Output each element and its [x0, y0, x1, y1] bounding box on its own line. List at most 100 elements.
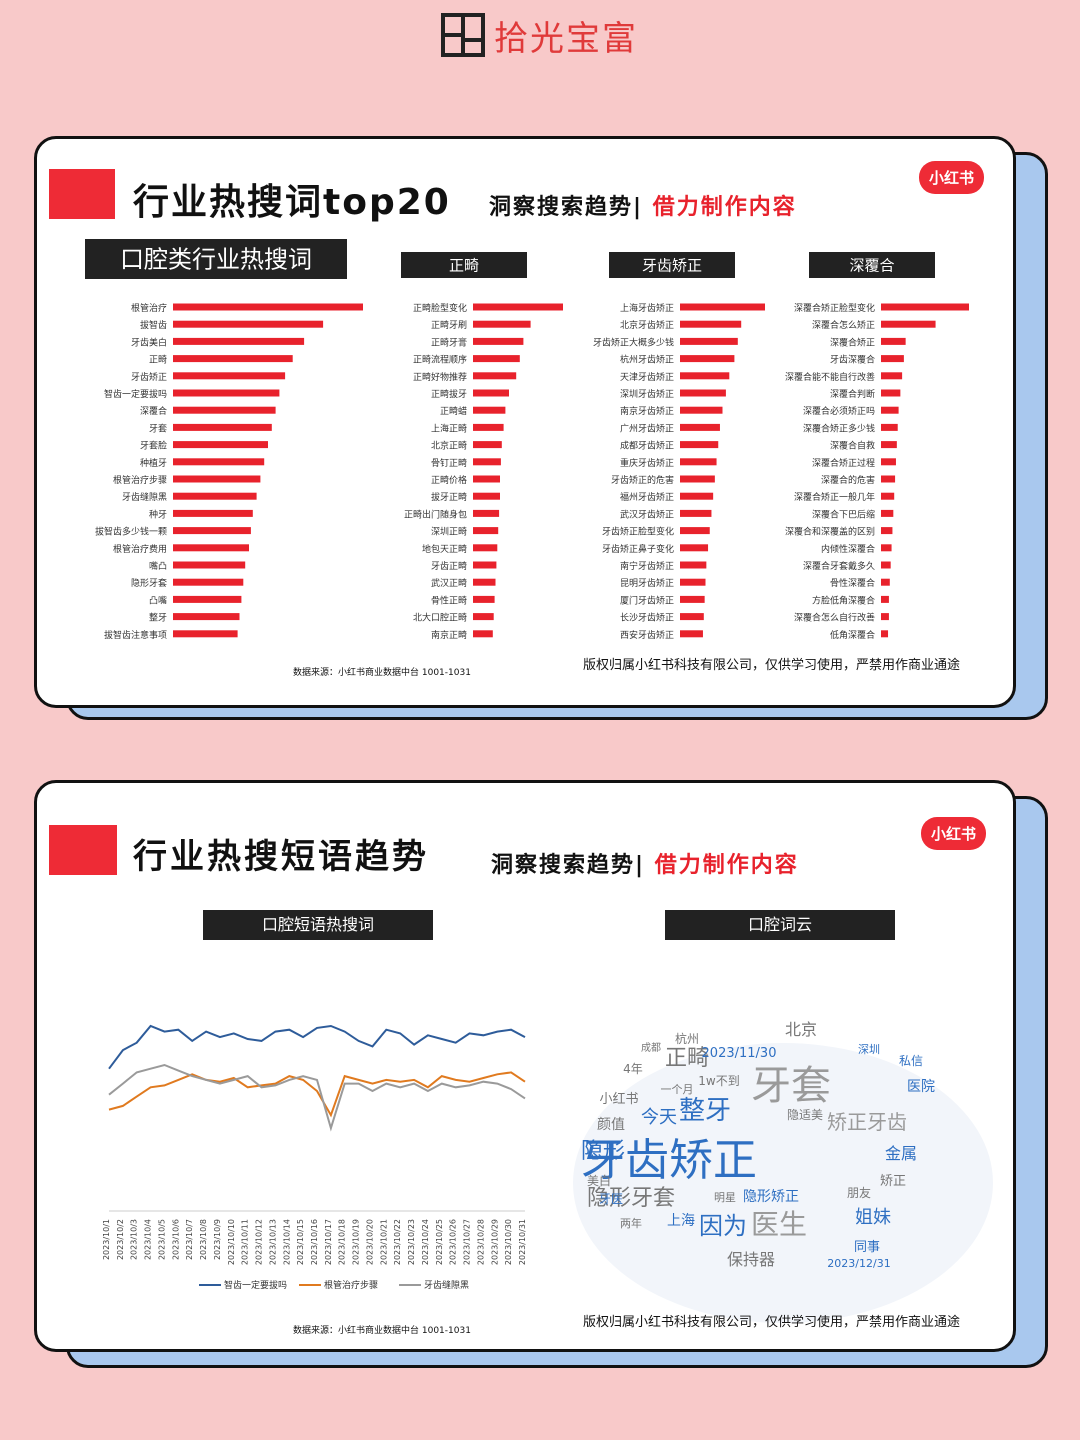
cloud-word: 因为 [699, 1212, 747, 1240]
bar [173, 423, 272, 431]
legend-label-1: 根管治疗步骤 [324, 1279, 378, 1291]
bar-label: 福州牙齿矫正 [620, 491, 674, 503]
cloud-word: 牙套 [751, 1063, 831, 1109]
bar [173, 303, 363, 311]
bar-label: 深覆合矫正过程 [812, 457, 875, 469]
bar [473, 406, 506, 414]
bar [173, 355, 293, 363]
cloud-word: 隐形牙套 [587, 1186, 675, 1211]
bar [173, 561, 246, 569]
cloud-word: 保持器 [727, 1250, 775, 1269]
bar-label: 深覆合 [140, 405, 167, 417]
bar-label: 正畸价格 [431, 474, 467, 486]
bar [680, 372, 730, 380]
bar [473, 389, 509, 397]
bar-label: 深覆合怎么矫正 [812, 319, 875, 331]
bar [881, 561, 891, 569]
cloud-word: 隐形矫正 [743, 1189, 799, 1205]
bar [881, 389, 901, 397]
bar [173, 337, 305, 345]
line-plot: 2023/10/1 2023/10/2 2023/10/3 2023/10/4 2023… [102, 1024, 527, 1291]
card2-data-source: 数据来源：小红书商业数据中台 1001-1031 [293, 1326, 471, 1336]
bar [173, 630, 238, 638]
x-tick-label: 2023/10/10 [227, 1219, 236, 1265]
wordcloud-label: 口腔词云 [665, 910, 895, 940]
bar [680, 578, 706, 586]
bar-label: 整牙 [149, 612, 167, 624]
bar-label: 凸嘴 [149, 595, 167, 606]
bar-panel-title-bg [85, 239, 347, 279]
bar-label: 正畸牙膏 [431, 336, 467, 348]
x-tick-label: 2023/10/31 [518, 1219, 527, 1265]
card1-subtitle-b: 借力制作内容 [652, 195, 797, 220]
cloud-word: 颜值 [597, 1117, 625, 1133]
bar-label: 杭州牙齿矫正 [620, 354, 674, 366]
cloud-word: 今天 [641, 1107, 677, 1128]
logo-mark-icon [440, 12, 486, 58]
bar [680, 509, 712, 517]
bar-label: 深覆合的危害 [821, 474, 875, 486]
bar [473, 320, 531, 328]
bar [473, 423, 504, 431]
card2-subtitle: 洞察搜索趋势| 借力制作内容 [491, 847, 799, 879]
bar [473, 630, 493, 638]
x-tick-label: 2023/10/7 [185, 1219, 194, 1260]
bar-label: 深覆合牙套戴多久 [803, 560, 875, 572]
bar [881, 406, 899, 414]
card1-data-source: 数据来源：小红书商业数据中台 1001-1031 [293, 668, 471, 678]
cloud-word: 整牙 [679, 1096, 731, 1126]
bar-label: 深覆合判断 [830, 388, 875, 400]
bar-label: 拔智齿注意事项 [104, 629, 167, 641]
x-tick-label: 2023/10/26 [449, 1219, 458, 1265]
bar-label: 正畸出门随身包 [404, 508, 467, 520]
card2-line-chart: 2023/10/1 2023/10/2 2023/10/3 2023/10/4 2023… [102, 1020, 993, 1323]
bar [473, 337, 524, 345]
x-tick-label: 2023/10/8 [199, 1219, 208, 1260]
bar-label: 深覆合必须矫正吗 [803, 405, 875, 417]
bar-label: 根管治疗步骤 [113, 474, 167, 486]
bar [680, 544, 709, 552]
bar-label: 内倾性深覆合 [821, 543, 875, 555]
bar-label: 方脸低角深覆合 [812, 594, 875, 606]
bar [173, 527, 251, 535]
bar-panel-title-bg [609, 252, 735, 278]
bar-label: 南京牙齿矫正 [620, 405, 674, 417]
bar-label: 天津牙齿矫正 [620, 371, 674, 383]
cloud-word: 牙医 [599, 1192, 623, 1206]
bar-panel-0: 口腔类行业热搜词根管治疗拔智齿牙齿美白正畸牙齿矫正智齿一定要拔吗深覆合牙套牙套脸… [85, 239, 363, 641]
bar [473, 458, 501, 466]
cloud-word: 北京 [785, 1020, 817, 1039]
bar-label: 低角深覆合 [830, 629, 875, 641]
bar-label: 骨钉正畸 [431, 457, 467, 469]
bar [881, 492, 895, 500]
bar-label: 地包天正畸 [422, 543, 467, 555]
x-tick-label: 2023/10/21 [379, 1219, 388, 1265]
bar [173, 544, 249, 552]
card1-subtitle: 洞察搜索趋势| 借力制作内容 [489, 189, 797, 221]
bar [881, 509, 894, 517]
bar [473, 355, 520, 363]
bar [173, 613, 240, 621]
bar [881, 303, 969, 311]
cloud-word: 杭州 [675, 1031, 699, 1046]
bar [881, 578, 890, 586]
legend-label-2: 牙齿缝隙黑 [424, 1279, 469, 1291]
bar [881, 355, 904, 363]
bar [881, 423, 898, 431]
card2-title: 行业热搜短语趋势 [133, 837, 429, 877]
bar [473, 613, 494, 621]
bar-label: 正畸好物推荐 [413, 371, 467, 383]
bar-label: 牙齿美白 [131, 336, 167, 348]
bar [173, 578, 244, 586]
x-tick-label: 2023/10/16 [310, 1219, 319, 1265]
bar-label: 成都牙齿矫正 [620, 440, 674, 452]
card2-subtitle-b: 借力制作内容 [654, 853, 799, 878]
x-tick-label: 2023/10/5 [157, 1219, 166, 1260]
bar [473, 595, 495, 603]
cloud-word: 一个月 [661, 1083, 694, 1096]
bar-label: 深覆合矫正多少钱 [803, 422, 875, 434]
bar-label: 正畸蜡 [440, 405, 467, 417]
card2-xhs-badge: 小红书 [921, 817, 987, 850]
bar [680, 492, 714, 500]
bar [473, 561, 497, 569]
